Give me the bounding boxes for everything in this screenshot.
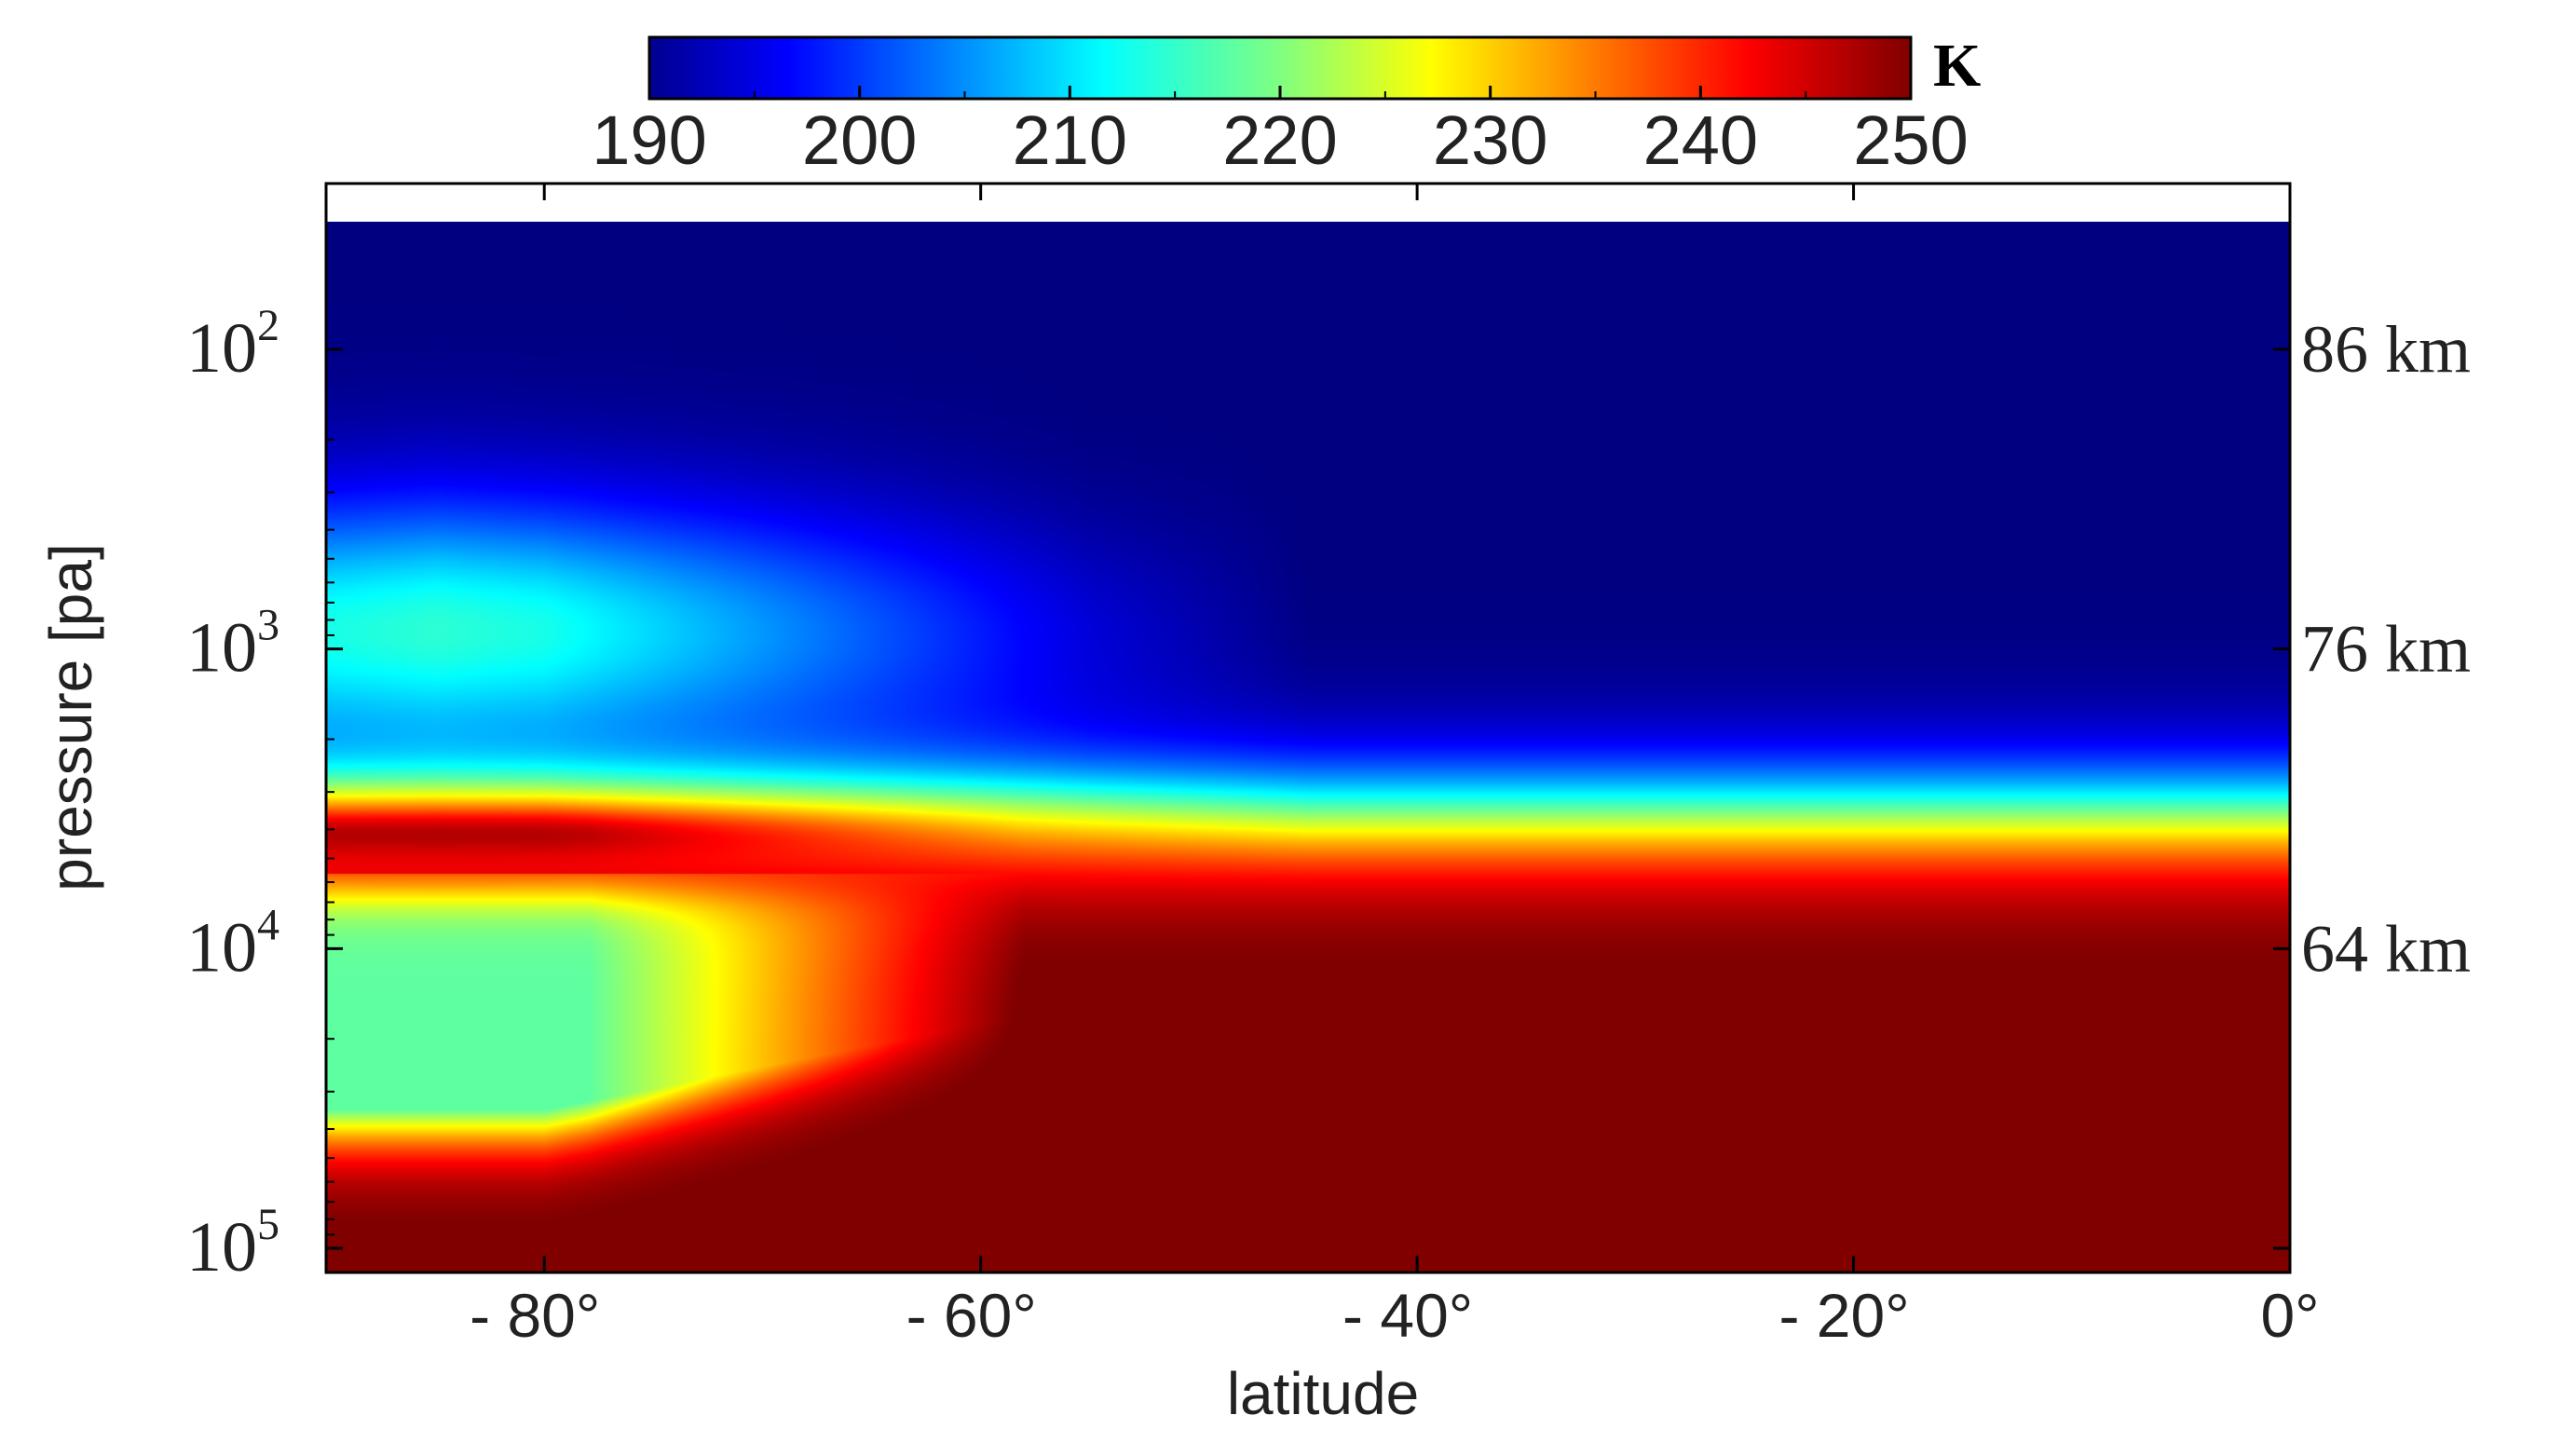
y-axis-label: pressure [pa] [37,543,104,891]
colorbar-tick-label: 210 [1013,102,1127,179]
y-tick-label: 104 [186,900,279,987]
altitude-label: 86 km [2301,312,2471,387]
y-tick-exponent: 3 [257,601,279,650]
x-tick-label: 0° [2260,1281,2319,1350]
x-axis-label: latitude [1227,1360,1419,1427]
altitude-label: 64 km [2301,911,2471,986]
x-tick-label: - 60° [906,1281,1037,1350]
colorbar-unit-label: K [1933,32,1981,100]
colorbar-tick-label: 240 [1643,102,1758,179]
y-tick-label: 102 [186,301,279,388]
y-tick-label: 103 [186,601,279,687]
x-axis-ticks: - 80° - 60° - 40° - 20° 0° [470,184,2320,1350]
x-tick-label: - 80° [470,1281,600,1350]
colorbar-tick-label: 220 [1222,102,1337,179]
y-tick-label: 105 [186,1200,279,1286]
plot-frame [324,182,2292,1274]
y-tick-exponent: 5 [257,1200,279,1249]
colorbar-tick-label: 250 [1853,102,1968,179]
colorbar-tick-label: 200 [802,102,917,179]
heatmap-field [326,222,2290,1272]
x-tick-label: - 20° [1778,1281,1909,1350]
y2-axis-ticks: 86 km 76 km 64 km [2301,312,2471,986]
colorbar-tick-label: 190 [592,102,706,179]
y-tick-exponent: 2 [257,301,279,350]
colorbar-tick-label: 230 [1433,102,1547,179]
y-tick-exponent: 4 [257,900,279,949]
x-tick-label: - 40° [1342,1281,1473,1350]
altitude-label: 76 km [2301,612,2471,687]
colorbar-ticks: 190 200 210 220 230 240 250 [592,86,1969,179]
